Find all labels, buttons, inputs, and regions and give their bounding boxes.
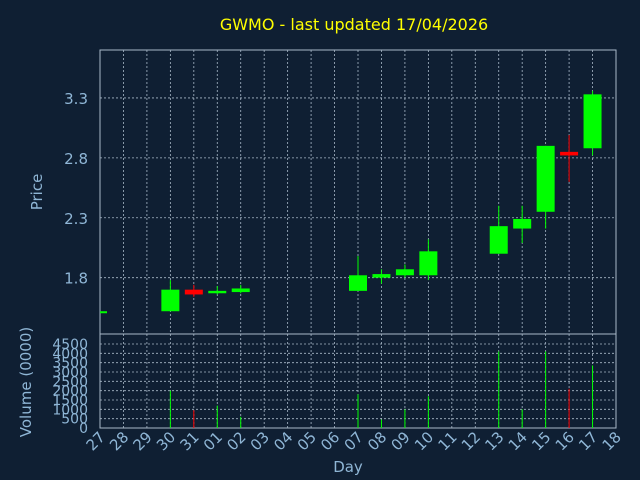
candle-body bbox=[100, 311, 107, 314]
x-tick-label: 28 bbox=[106, 428, 132, 454]
volume-tick-label: 0 bbox=[79, 421, 88, 437]
volume-tick-label: 3500 bbox=[52, 356, 88, 372]
volume-tick-label: 1500 bbox=[52, 393, 88, 409]
x-tick-label: 09 bbox=[388, 428, 414, 454]
x-axis-label: Day bbox=[333, 458, 363, 476]
volume-tick-label: 4500 bbox=[52, 337, 88, 353]
candle-body bbox=[489, 226, 508, 254]
x-tick-label: 04 bbox=[270, 428, 296, 454]
candle-body bbox=[231, 288, 250, 293]
volume-tick-label: 4000 bbox=[52, 346, 88, 362]
x-tick-label: 13 bbox=[481, 428, 507, 454]
candle-body bbox=[349, 275, 367, 291]
candle-body bbox=[395, 269, 414, 276]
x-tick-label: 14 bbox=[505, 428, 531, 454]
x-tick-label: 01 bbox=[200, 428, 226, 454]
x-tick-label: 17 bbox=[575, 428, 601, 454]
x-tick-label: 08 bbox=[364, 428, 390, 454]
price-tick-label: 3.3 bbox=[64, 90, 88, 108]
x-tick-label: 18 bbox=[599, 428, 625, 454]
x-tick-label: 12 bbox=[458, 428, 484, 454]
x-tick-label: 29 bbox=[130, 428, 156, 454]
volume-tick-label: 2500 bbox=[52, 374, 88, 390]
volume-tick-label: 1000 bbox=[52, 402, 88, 418]
price-tick-label: 2.8 bbox=[64, 150, 88, 168]
x-tick-label: 07 bbox=[341, 428, 367, 454]
x-tick-label: 15 bbox=[528, 428, 554, 454]
price-tick-label: 1.8 bbox=[64, 270, 88, 288]
volume-panel: 0500100015002000250030003500400045002728… bbox=[52, 333, 625, 454]
volume-tick-label: 3000 bbox=[52, 365, 88, 381]
candle-body bbox=[513, 218, 532, 229]
x-tick-label: 06 bbox=[317, 428, 343, 454]
volume-tick-label: 2000 bbox=[52, 384, 88, 400]
candle-body bbox=[560, 151, 579, 156]
price-tick-label: 2.3 bbox=[64, 210, 88, 228]
x-tick-label: 02 bbox=[223, 428, 249, 454]
candle-body bbox=[161, 289, 180, 312]
candle-body bbox=[208, 290, 227, 294]
candle-body bbox=[184, 289, 203, 295]
x-tick-label: 10 bbox=[411, 428, 437, 454]
x-tick-label: 30 bbox=[153, 428, 179, 454]
candle-body bbox=[419, 251, 438, 276]
candle-body bbox=[372, 274, 391, 278]
price-panel: 1.8 2.3 2.8 3.3 bbox=[64, 49, 617, 335]
x-tick-label: 11 bbox=[434, 428, 460, 454]
price-axis-label: Price bbox=[28, 174, 46, 211]
candle-body bbox=[583, 94, 602, 149]
x-tick-label: 03 bbox=[247, 428, 273, 454]
candle-body bbox=[536, 145, 555, 212]
x-tick-label: 05 bbox=[294, 428, 320, 454]
chart-title: GWMO - last updated 17/04/2026 bbox=[220, 15, 488, 34]
volume-tick-label: 500 bbox=[61, 412, 88, 428]
x-tick-label: 31 bbox=[176, 428, 202, 454]
volume-axis-label: Volume (0000) bbox=[17, 327, 35, 437]
x-tick-label: 16 bbox=[552, 428, 578, 454]
